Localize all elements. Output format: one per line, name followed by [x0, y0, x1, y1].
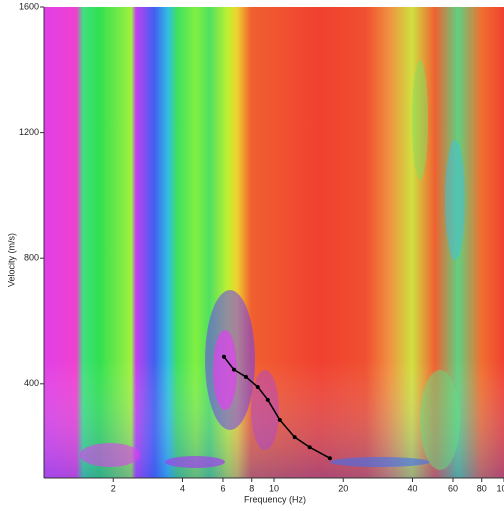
x-tick-label: 100 [496, 483, 504, 493]
ticks: 400 800 1200 1600 2 4 6 8 10 20 40 60 80 100 [19, 1, 504, 493]
x-tick-label: 10 [269, 483, 279, 493]
y-tick-label: 400 [24, 378, 39, 388]
curve-point [255, 384, 260, 389]
y-axis-label: Velocity (m/s) [6, 233, 16, 287]
curve-point [243, 374, 248, 379]
curve-point [277, 417, 282, 422]
x-axis-label: Frequency (Hz) [244, 494, 306, 504]
x-tick-label: 8 [249, 483, 254, 493]
y-tick-label: 1600 [19, 1, 39, 11]
curve-point [221, 354, 226, 359]
curve-point [327, 456, 332, 461]
x-tick-label: 2 [111, 483, 116, 493]
curve-point [265, 397, 270, 402]
curve-point [292, 435, 297, 440]
curve-point [231, 367, 236, 372]
x-tick-label: 60 [448, 483, 458, 493]
y-tick-label: 1200 [19, 127, 39, 137]
dispersion-image [44, 7, 504, 478]
x-tick-label: 40 [407, 483, 417, 493]
x-tick-label: 20 [338, 483, 348, 493]
curve-point [307, 445, 312, 450]
x-tick-label: 4 [180, 483, 185, 493]
picked-curve [221, 354, 332, 461]
x-tick-label: 80 [477, 483, 487, 493]
y-tick-label: 800 [24, 253, 39, 263]
x-tick-label: 6 [220, 483, 225, 493]
